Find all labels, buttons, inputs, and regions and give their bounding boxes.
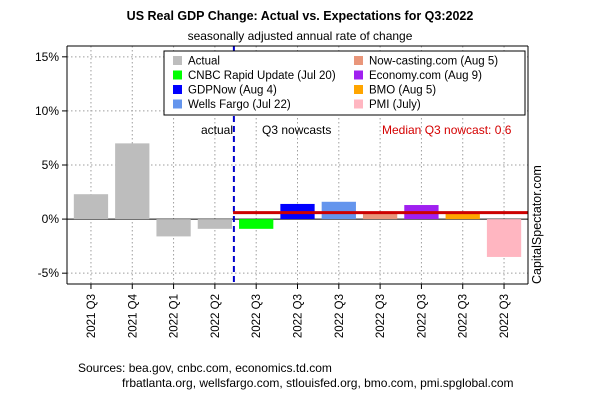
- y-tick-label: -5%: [38, 266, 60, 280]
- legend-swatch: [173, 70, 182, 80]
- legend-swatch: [354, 70, 363, 80]
- bar: [156, 219, 191, 237]
- source-line-2: frbatlanta.org, wellsfargo.com, stlouisf…: [122, 376, 514, 390]
- x-tick-label: 2022 Q3: [251, 294, 263, 338]
- x-tick-label: 2021 Q4: [127, 293, 139, 338]
- legend-label: Economy.com (Aug 9): [369, 70, 482, 82]
- axes: -5% 0% 5% 10% 15% 2021 Q3 2021 Q4 2022 Q1 2022 Q…: [35, 45, 529, 338]
- chart-subtitle: seasonally adjusted annual rate of chang…: [188, 29, 413, 43]
- annotation-nowcasts: Q3 nowcasts: [262, 123, 331, 137]
- legend-swatch: [173, 85, 182, 94]
- x-tick-label: 2022 Q1: [169, 294, 181, 338]
- legend-label: GDPNow (Aug 4): [188, 85, 277, 97]
- annotation-median: Median Q3 nowcast: 0.6: [382, 123, 512, 137]
- y-tick-label: 15%: [35, 50, 59, 64]
- bar: [321, 201, 356, 220]
- y-tick-label: 5%: [42, 158, 60, 172]
- x-tick-label: 2022 Q3: [458, 294, 470, 338]
- legend-label: Actual: [188, 56, 220, 68]
- x-tick-label: 2022 Q3: [334, 294, 346, 338]
- legend-label: Now-casting.com (Aug 5): [369, 56, 498, 68]
- y-tick-label: 10%: [35, 104, 59, 118]
- legend: Actual CNBC Rapid Update (Jul 20) GDPNow (…: [163, 50, 526, 116]
- legend-box: [163, 50, 526, 116]
- source-line-1: Sources: bea.gov, cnbc.com, economics.td…: [78, 361, 332, 375]
- legend-swatch: [354, 85, 363, 94]
- legend-label: Wells Fargo (Jul 22): [188, 99, 291, 111]
- x-tick-label: 2022 Q3: [375, 294, 387, 338]
- y-tick-label: 0%: [42, 212, 60, 226]
- legend-swatch: [173, 99, 182, 109]
- reference-lines: [232, 46, 528, 284]
- x-tick-label: 2022 Q3: [416, 294, 428, 338]
- bar: [486, 219, 522, 257]
- legend-label: BMO (Aug 5): [369, 85, 436, 97]
- bars: [73, 143, 522, 257]
- legend-swatch: [354, 99, 363, 109]
- bar: [115, 143, 150, 220]
- x-tick-label: 2022 Q2: [210, 294, 222, 338]
- bar: [445, 213, 480, 220]
- bar: [197, 219, 233, 229]
- legend-label: CNBC Rapid Update (Jul 20): [188, 70, 336, 82]
- bar: [362, 212, 398, 220]
- legend-swatch: [354, 56, 363, 65]
- legend-label: PMI (July): [369, 99, 421, 111]
- x-tick-label: 2021 Q3: [86, 294, 98, 338]
- annotation-actual: actual: [201, 123, 233, 137]
- x-tick-label: 2022 Q3: [293, 294, 305, 338]
- legend-swatch: [173, 56, 182, 65]
- bar: [239, 219, 274, 229]
- bar: [73, 194, 109, 220]
- watermark: CapitalSpectator.com: [530, 165, 544, 284]
- x-tick-label: 2022 Q3: [499, 294, 511, 338]
- chart-title: US Real GDP Change: Actual vs. Expectati…: [127, 9, 474, 23]
